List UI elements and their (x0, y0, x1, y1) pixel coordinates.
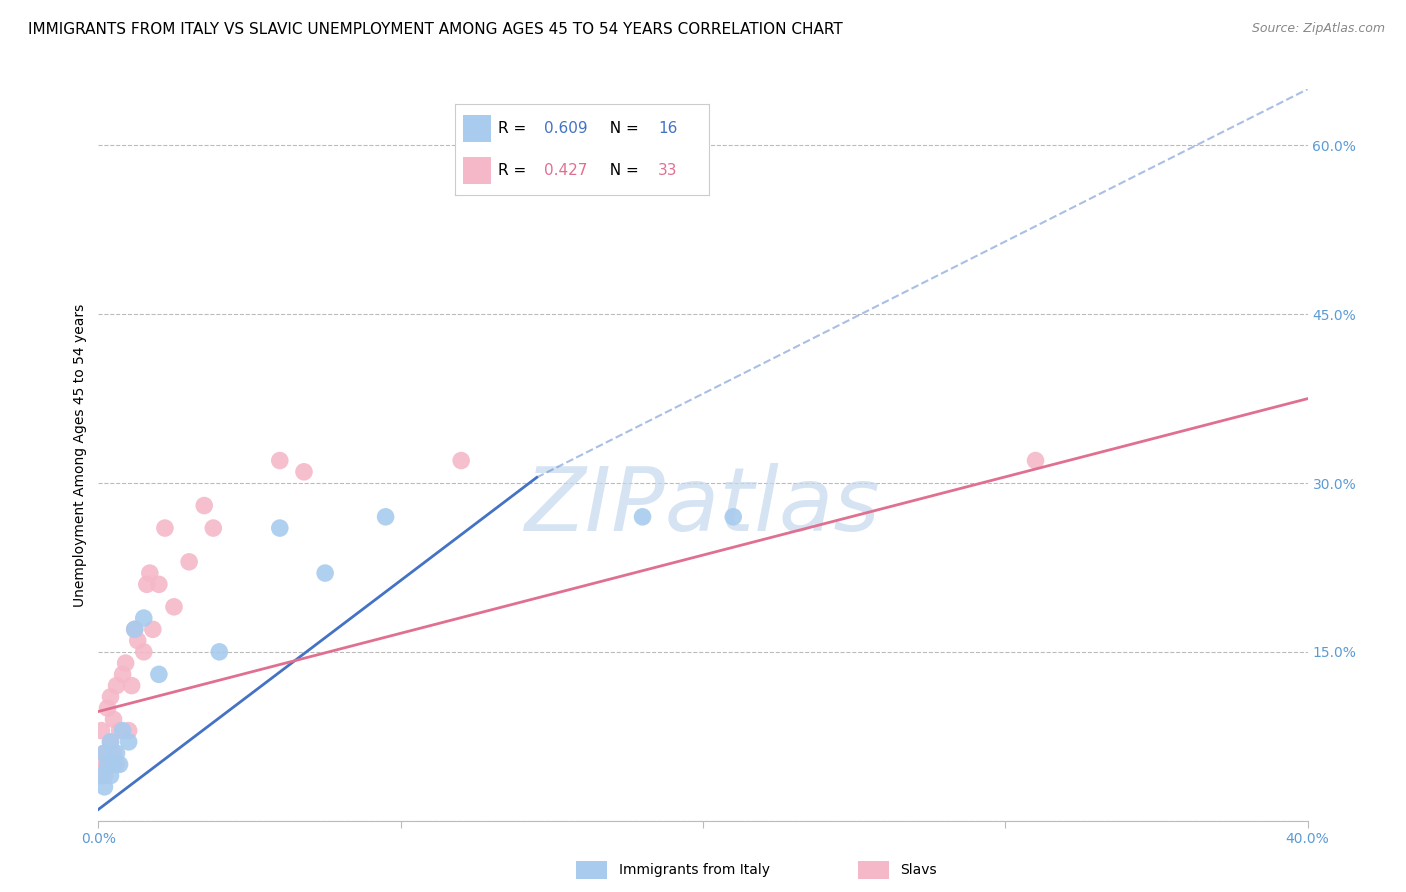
Point (631, 509, 654, 524)
Text: Source: ZipAtlas.com: Source: ZipAtlas.com (1251, 22, 1385, 36)
Point (148, 667, 170, 681)
Point (96, 701, 118, 715)
Text: Immigrants from Italy: Immigrants from Italy (619, 863, 769, 877)
Point (1024, 453, 1046, 467)
Point (111, 723, 134, 738)
Point (96, 757, 118, 772)
Point (202, 521, 225, 535)
Point (127, 633, 149, 648)
Point (135, 577, 157, 591)
Point (269, 453, 291, 467)
Point (121, 679, 143, 693)
Point (111, 667, 134, 681)
Point (153, 521, 176, 535)
Point (163, 599, 186, 614)
Point (124, 623, 146, 637)
Point (177, 555, 201, 569)
Text: ZIPatlas: ZIPatlas (526, 463, 880, 549)
Point (314, 566, 336, 580)
Point (100, 735, 122, 749)
Point (374, 509, 396, 524)
Point (193, 499, 215, 513)
Point (105, 746, 128, 760)
Point (124, 623, 146, 637)
Point (100, 690, 122, 704)
Point (208, 645, 231, 659)
Point (105, 679, 128, 693)
Point (105, 757, 128, 772)
Point (450, 453, 472, 467)
Point (90, 769, 112, 783)
Point (93, 769, 115, 783)
Point (292, 465, 315, 479)
Point (139, 566, 162, 580)
Point (142, 623, 165, 637)
Point (90, 723, 112, 738)
Point (93, 746, 115, 760)
Point (114, 656, 136, 670)
Point (90, 757, 112, 772)
Text: IMMIGRANTS FROM ITALY VS SLAVIC UNEMPLOYMENT AMONG AGES 45 TO 54 YEARS CORRELATI: IMMIGRANTS FROM ITALY VS SLAVIC UNEMPLOY… (28, 22, 842, 37)
Point (100, 735, 122, 749)
Point (118, 723, 141, 738)
Point (96, 757, 118, 772)
Point (721, 509, 744, 524)
Point (103, 746, 125, 760)
Point (132, 645, 155, 659)
Text: Slavs: Slavs (900, 863, 936, 877)
Point (100, 769, 122, 783)
Point (93, 780, 115, 794)
Point (108, 723, 131, 738)
Point (108, 757, 131, 772)
Point (132, 611, 155, 625)
Y-axis label: Unemployment Among Ages 45 to 54 years: Unemployment Among Ages 45 to 54 years (73, 303, 87, 607)
Point (103, 712, 125, 726)
Point (93, 746, 115, 760)
Point (148, 577, 170, 591)
Point (118, 735, 141, 749)
Point (269, 521, 291, 535)
Point (103, 757, 125, 772)
